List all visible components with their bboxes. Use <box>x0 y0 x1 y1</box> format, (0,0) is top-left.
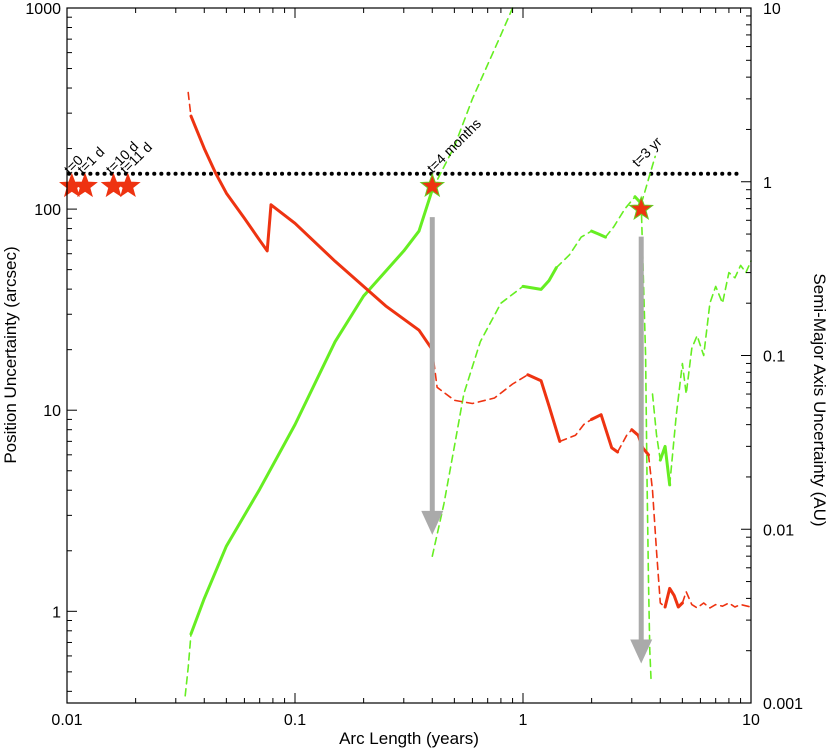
y2-tick-label-2: 0.1 <box>763 349 785 366</box>
star-marker-3 <box>115 172 141 198</box>
y2-tick-label-3: 1 <box>763 175 772 192</box>
arrow-head-1 <box>630 639 653 664</box>
position-series-segment-6 <box>616 428 633 453</box>
arrow-head-0 <box>421 510 444 535</box>
semimajor-series-segment-0 <box>184 633 192 697</box>
annotations-layer: t=0t=1 dt=10 dt=11 d t=4 months t=3 yr <box>61 115 665 177</box>
semimajor-series-segment-9 <box>640 202 653 685</box>
position-series-segment-8 <box>647 453 666 608</box>
semimajor-series-segment-13 <box>668 260 752 486</box>
position-series-segment-1 <box>189 114 434 352</box>
star-marker-1 <box>72 172 98 198</box>
star-marker-4 <box>419 172 446 198</box>
semimajor-series-segment-10 <box>640 155 657 205</box>
semimajor-series-segment-1 <box>189 188 434 636</box>
position-series-segment-10 <box>681 590 752 609</box>
semimajor-series-segment-7 <box>604 195 636 238</box>
x-tick-label-3: 10 <box>742 712 760 729</box>
x-tick-label-2: 1 <box>519 712 528 729</box>
semimajor-series-segment-12 <box>658 444 672 487</box>
star-marker-5 <box>628 195 654 220</box>
x-tick-label-0: 0.01 <box>51 712 82 729</box>
y-tick-label-1: 10 <box>43 403 61 420</box>
y-axis-title: Position Uncertainty (arcsec) <box>1 246 20 463</box>
y2-tick-label-1: 0.01 <box>763 522 794 539</box>
semimajor-series-segment-11 <box>651 393 662 461</box>
series-layer <box>184 7 752 697</box>
y2-axis-title: Semi-Major Axis Uncertainty (AU) <box>810 273 829 526</box>
position-series-segment-3 <box>526 373 562 443</box>
x-axis-title: Arc Length (years) <box>339 729 479 748</box>
y-tick-label-2: 100 <box>34 202 61 219</box>
stars-layer <box>59 172 654 220</box>
annotation-label-5: t=3 yr <box>629 133 666 170</box>
semimajor-series-segment-5 <box>555 230 593 269</box>
semimajor-series-segment-3 <box>431 285 524 558</box>
annotation-label-4: t=4 months <box>424 115 485 176</box>
position-series-segment-9 <box>663 586 684 609</box>
y2-tick-label-4: 10 <box>763 1 781 18</box>
position-series-segment-0 <box>187 91 192 117</box>
semimajor-series-segment-2 <box>431 7 514 191</box>
semimajor-series-segment-6 <box>590 229 607 239</box>
y2-tick-label-0: 0.001 <box>763 696 803 713</box>
arrows-layer <box>421 217 653 664</box>
semimajor-series-segment-4 <box>521 266 558 291</box>
position-series-segment-2 <box>431 348 529 405</box>
ticks-layer: 0.01 0.1 1 10 1 10 100 1000 0.001 0.01 0.1 1 10 <box>25 1 803 729</box>
y-tick-label-3: 1000 <box>25 1 61 18</box>
position-series-segment-4 <box>558 418 593 443</box>
x-tick-label-1: 0.1 <box>284 712 306 729</box>
y-tick-label-0: 1 <box>52 604 61 621</box>
position-series-segment-5 <box>590 413 620 454</box>
